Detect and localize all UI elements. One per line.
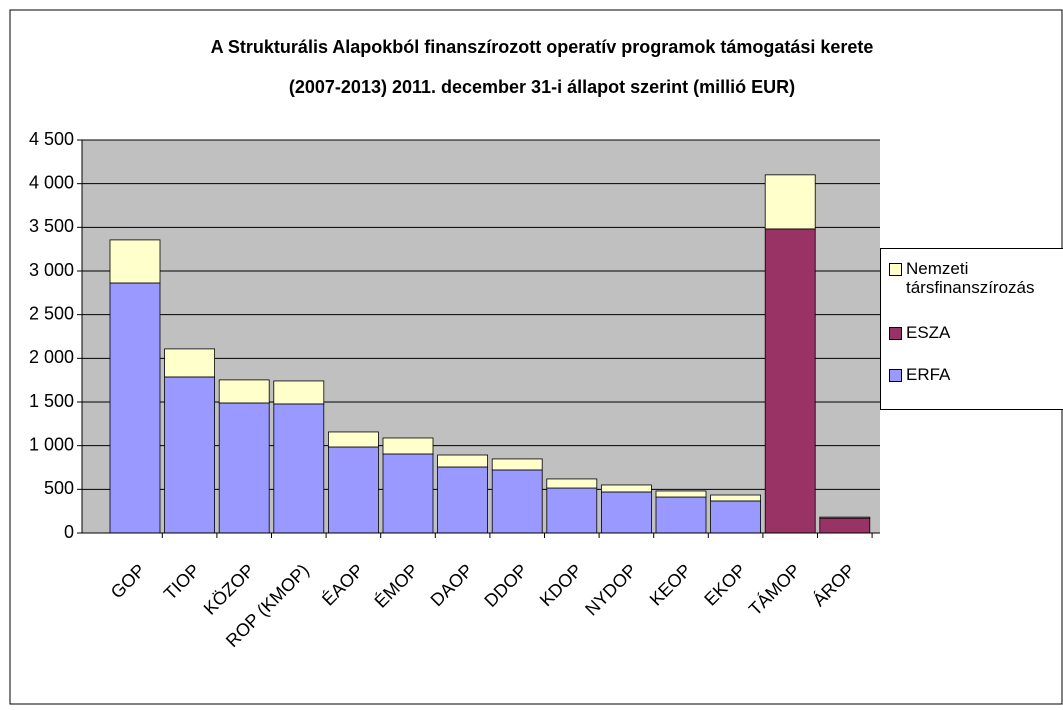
- bar-segment: [546, 478, 598, 489]
- bar-segment: [601, 484, 652, 493]
- x-tick-label: ÉAOP: [318, 560, 368, 610]
- bar-segment: [764, 174, 816, 230]
- x-tick-label: DDOP: [480, 560, 531, 611]
- bar-segment: [491, 458, 543, 471]
- bar-segment: [710, 494, 761, 502]
- bar-segment: [164, 376, 216, 534]
- y-tick-label: 4 500: [29, 129, 74, 149]
- y-tick-label: 3 500: [29, 216, 74, 236]
- legend-item: ERFA: [889, 365, 1063, 384]
- legend-label: ERFA: [906, 365, 951, 384]
- bar-segment: [655, 496, 707, 534]
- x-tick-label: ÉMOP: [371, 560, 423, 612]
- x-tick-label: KEOP: [646, 560, 696, 610]
- y-tick-label: 2 000: [29, 347, 74, 367]
- bar-segment: [437, 454, 489, 468]
- bar-segment: [218, 402, 270, 534]
- x-tick-label: DAOP: [427, 560, 477, 610]
- bar-segment: [546, 487, 598, 534]
- x-tick-label: ÁROP: [809, 560, 859, 610]
- x-tick-label: KDOP: [536, 560, 586, 610]
- x-tick-label: TIOP: [160, 560, 204, 604]
- bar-segment: [382, 437, 434, 455]
- x-tick-label: NYDOP: [581, 560, 640, 619]
- legend: Nemzeti társfinanszírozás ESZA ERFA: [880, 248, 1063, 410]
- chart-title: (2007-2013) 2011. december 31-i állapot …: [289, 77, 795, 97]
- y-tick-label: 1 500: [29, 391, 74, 411]
- bar-segment: [764, 228, 816, 534]
- bar-segment: [437, 466, 489, 534]
- bar-segment: [819, 517, 871, 534]
- bar-segment: [601, 491, 652, 534]
- bar-segment: [164, 348, 216, 378]
- x-tick-label: EKOP: [700, 560, 750, 610]
- legend-label: Nemzeti társfinanszírozás: [906, 259, 1035, 297]
- legend-item: ESZA: [889, 323, 1063, 342]
- bar-segment: [109, 239, 161, 284]
- bar-segment: [710, 500, 761, 534]
- bar-segment: [327, 446, 379, 534]
- bar-segment: [655, 490, 707, 498]
- legend-item: Nemzeti társfinanszírozás: [889, 259, 1035, 297]
- bar-segment: [327, 431, 379, 448]
- chart-title: A Strukturális Alapokból finanszírozott …: [211, 37, 874, 57]
- legend-label: ESZA: [906, 323, 951, 342]
- legend-swatch: [889, 263, 902, 276]
- bar-segment: [382, 453, 434, 534]
- y-tick-label: 4 000: [29, 172, 74, 192]
- y-tick-label: 1 000: [29, 434, 74, 454]
- y-tick-label: 0: [64, 522, 74, 542]
- bar-segment: [491, 469, 543, 534]
- bar-segment: [218, 379, 270, 404]
- bar-segment: [273, 403, 325, 534]
- legend-swatch: [889, 369, 902, 382]
- bar-segment: [109, 282, 161, 534]
- bar-segment: [273, 380, 325, 405]
- legend-swatch: [889, 327, 902, 340]
- bar-segment: [819, 516, 871, 519]
- y-tick-label: 3 000: [29, 260, 74, 280]
- x-tick-label: GOP: [107, 560, 149, 602]
- x-tick-label: TÁMOP: [745, 560, 804, 619]
- y-tick-label: 2 500: [29, 303, 74, 323]
- y-tick-label: 500: [44, 478, 74, 498]
